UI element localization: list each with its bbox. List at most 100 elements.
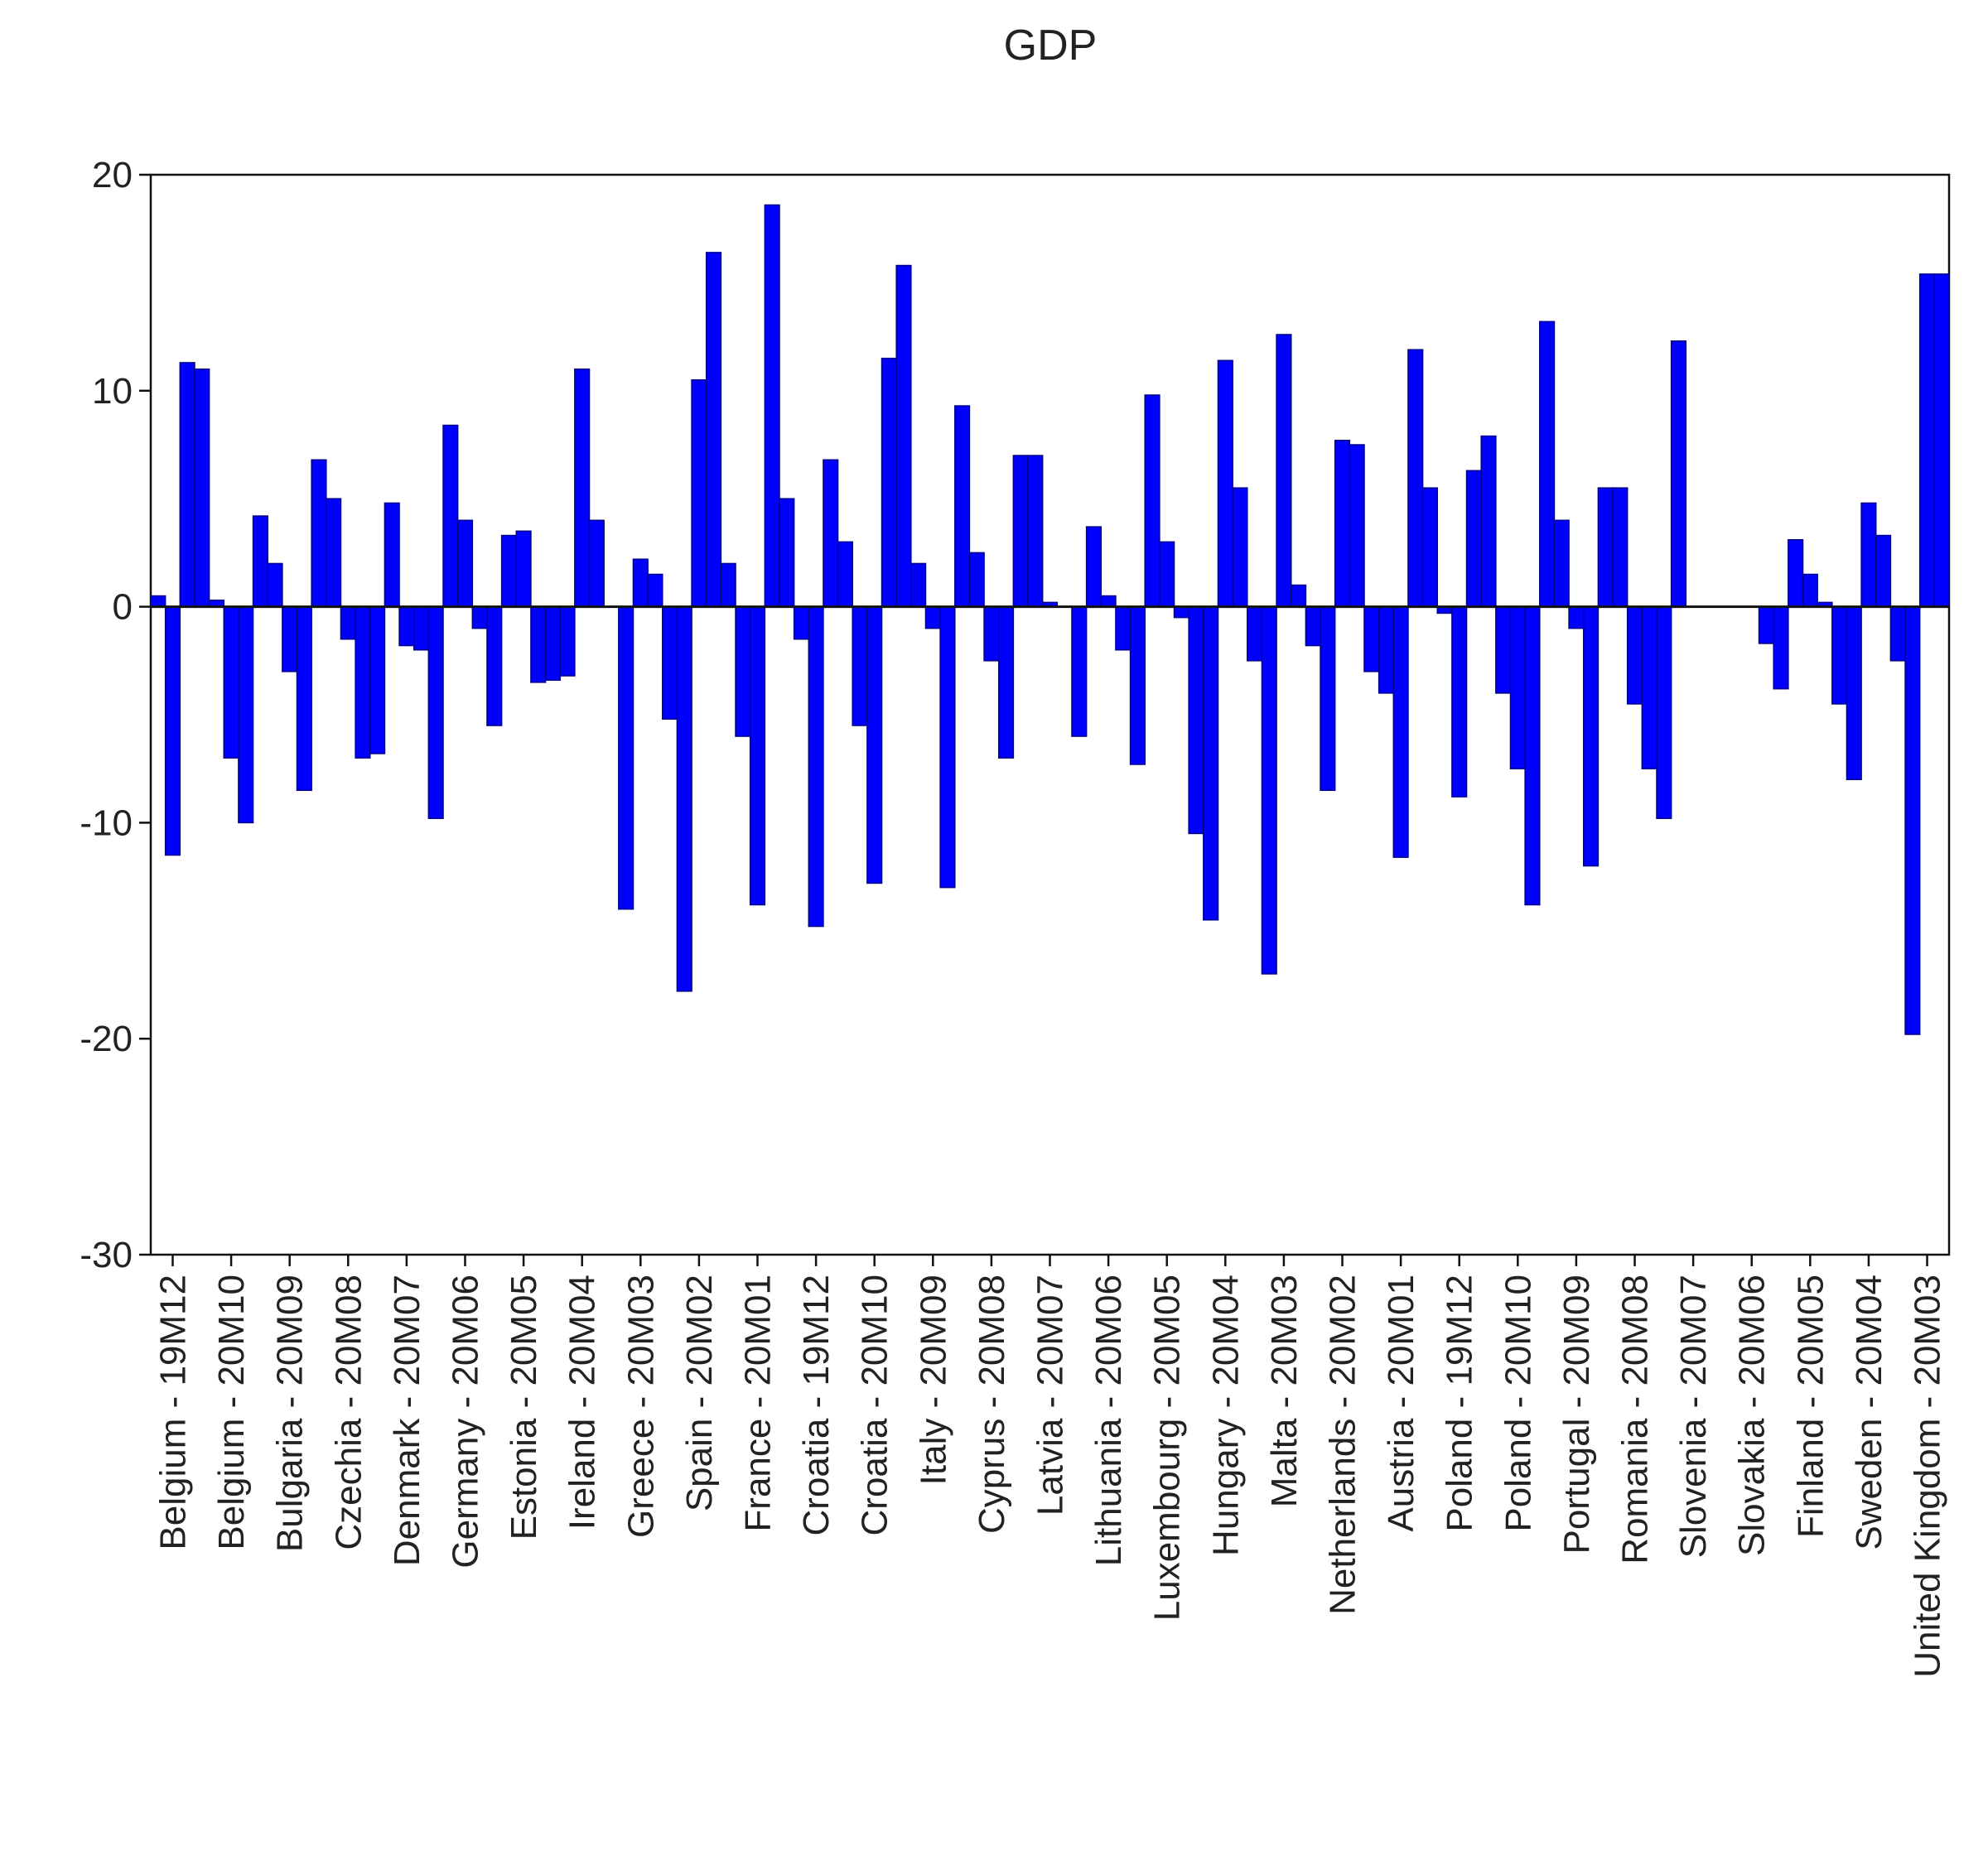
- bar: [267, 562, 283, 608]
- bar: [1217, 359, 1233, 608]
- bar: [398, 605, 415, 647]
- y-tick-label: 0: [113, 587, 133, 628]
- bar: [296, 605, 312, 792]
- x-tick-label: Latvia - 20M07: [1030, 1275, 1071, 1516]
- bar: [311, 459, 327, 608]
- bar: [1363, 605, 1380, 672]
- x-tick-label: Luxembourg - 20M05: [1147, 1275, 1188, 1621]
- bar: [837, 541, 853, 608]
- chart-title: GDP: [1004, 22, 1098, 70]
- bar: [384, 502, 400, 608]
- bar: [779, 498, 795, 608]
- bar: [1495, 605, 1512, 694]
- bar: [735, 605, 751, 737]
- bar: [369, 605, 386, 754]
- x-tick-label: United Kingdom - 20M03: [1908, 1275, 1948, 1678]
- bar: [1553, 519, 1570, 608]
- x-tick-label: Poland - 19M12: [1440, 1275, 1480, 1532]
- bar: [574, 368, 591, 608]
- x-tick-label: Portugal - 20M09: [1556, 1275, 1597, 1554]
- bar: [1421, 487, 1438, 608]
- x-tick-label: Estonia - 20M05: [504, 1275, 544, 1540]
- bar: [1290, 584, 1307, 608]
- bar: [1509, 605, 1526, 769]
- bar: [1582, 605, 1600, 867]
- bar: [340, 605, 356, 640]
- x-tick-label: Czechia - 20M08: [328, 1275, 369, 1550]
- bar: [1305, 605, 1321, 647]
- bar: [1641, 605, 1657, 769]
- bar: [1524, 605, 1541, 906]
- bar: [1407, 349, 1424, 608]
- bar: [588, 519, 605, 608]
- x-tick-label: Belgium - 19M12: [152, 1275, 193, 1550]
- bar: [1656, 605, 1672, 819]
- x-tick-label: Romania - 20M08: [1615, 1275, 1656, 1564]
- x-tick-label: Croatia - 20M10: [855, 1275, 895, 1535]
- bar: [1378, 605, 1395, 694]
- x-tick-label: Sweden - 20M04: [1849, 1275, 1889, 1550]
- bar: [1875, 534, 1892, 608]
- x-tick-label: Germany - 20M06: [445, 1275, 485, 1569]
- y-tick-label: -20: [80, 1019, 133, 1059]
- bar: [1027, 455, 1044, 608]
- bar: [223, 605, 239, 759]
- bar: [150, 595, 166, 608]
- bar: [924, 605, 941, 629]
- bar: [1670, 340, 1687, 608]
- plot-frame: [149, 173, 1951, 1256]
- y-tick-label: -30: [80, 1235, 133, 1275]
- bar: [1071, 605, 1088, 737]
- bar: [1860, 502, 1877, 608]
- x-tick-label: Greece - 20M03: [620, 1275, 661, 1538]
- bar: [1480, 435, 1497, 608]
- bar: [1846, 605, 1862, 780]
- bar: [881, 357, 897, 608]
- bar: [968, 552, 985, 608]
- bar: [939, 605, 956, 889]
- bar: [486, 605, 503, 726]
- bar: [427, 605, 444, 819]
- bar: [1802, 573, 1818, 608]
- bar: [1012, 455, 1029, 608]
- bar: [632, 558, 649, 608]
- bar: [997, 605, 1015, 759]
- bar: [647, 573, 663, 608]
- bar: [238, 605, 254, 824]
- x-tick-label: Finland - 20M05: [1790, 1275, 1831, 1538]
- x-tick-label: Austria - 20M01: [1381, 1275, 1421, 1532]
- bar: [1933, 273, 1950, 608]
- bar: [1129, 605, 1146, 765]
- bar: [866, 605, 883, 884]
- bar: [326, 498, 342, 608]
- bar: [530, 605, 547, 683]
- bar: [1758, 605, 1774, 644]
- bar: [1889, 605, 1906, 662]
- bar: [1100, 595, 1117, 608]
- x-tick-label: Poland - 20M10: [1498, 1275, 1538, 1532]
- bar: [355, 605, 371, 759]
- bar: [413, 605, 430, 651]
- x-tick-label: Bulgaria - 20M09: [270, 1275, 311, 1552]
- x-tick-label: Italy - 20M09: [913, 1275, 953, 1485]
- bar: [500, 534, 518, 608]
- bar: [1144, 394, 1160, 608]
- bar: [164, 605, 181, 856]
- bar: [1831, 605, 1848, 705]
- bar: [179, 362, 195, 608]
- x-tick-label: Malta - 20M03: [1264, 1275, 1305, 1507]
- bar: [515, 530, 532, 608]
- bar: [954, 405, 971, 608]
- bar: [1568, 605, 1585, 629]
- bar: [1232, 487, 1248, 608]
- bar: [544, 605, 561, 682]
- x-tick-label: Hungary - 20M04: [1205, 1275, 1246, 1556]
- x-tick-label: Croatia - 19M12: [796, 1275, 837, 1535]
- bar: [1173, 605, 1189, 619]
- bar: [1597, 487, 1614, 608]
- bar: [705, 252, 722, 608]
- x-tick-label: Slovakia - 20M06: [1732, 1275, 1773, 1556]
- bar: [749, 605, 766, 906]
- bar: [442, 424, 459, 608]
- bar: [471, 605, 488, 629]
